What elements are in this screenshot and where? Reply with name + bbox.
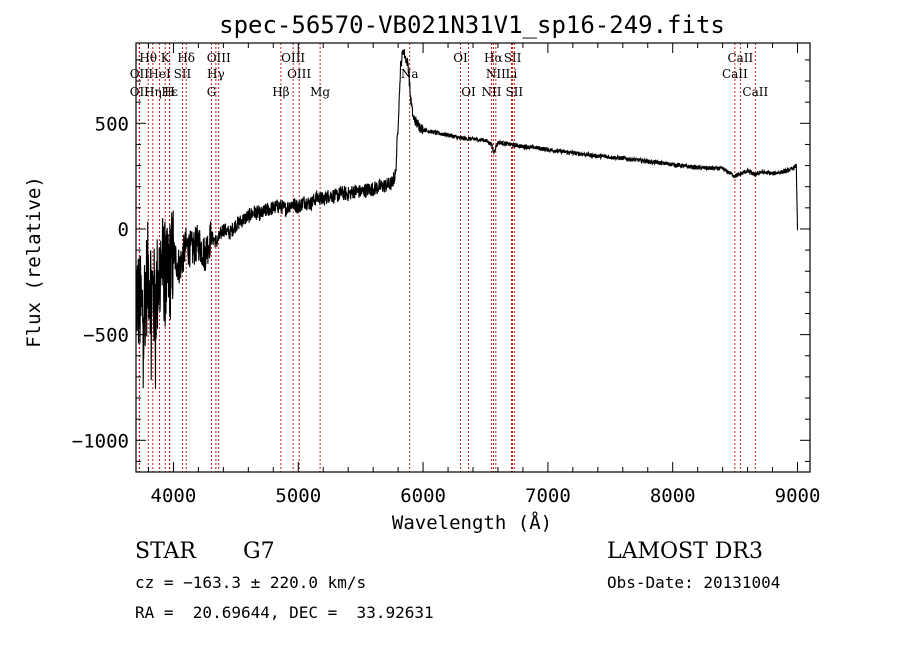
line-label-20: Hη [144,85,162,99]
line-label-21: H [164,85,174,99]
line-label-11: SII [174,67,192,81]
y-tick-label: −500 [83,325,129,347]
redshift-velocity: cz = −163.3 ± 220.0 km/s [135,573,367,592]
x-tick-label: 9000 [775,485,821,507]
line-label-13: OIII [287,67,311,81]
observation-date: Obs-Date: 20131004 [607,573,781,592]
y-tick-label: 500 [95,113,129,135]
x-tick-label: 6000 [400,485,446,507]
line-label-6: Hα [484,51,503,65]
x-tick-label: 5000 [275,485,321,507]
x-axis-label: Wavelength (Å) [392,511,552,534]
y-tick-label: 0 [118,219,129,241]
line-label-5: OI [453,51,468,65]
chart-title: spec-56570-VB021N31V1_sp16-249.fits [219,11,725,39]
x-tick-label: 4000 [151,485,197,507]
line-label-22: G [207,85,217,99]
flux-series-line [135,49,799,389]
line-label-17: CaII [722,67,748,81]
survey-name: LAMOST DR3 [607,539,763,564]
line-label-25: OI [461,85,476,99]
line-label-26: NII [481,85,501,99]
line-label-16: Li [506,67,518,81]
line-label-27: SII [505,85,523,99]
sky-coordinates: RA = 20.69644, DEC = 33.92631 [135,603,434,622]
y-tick-label: −1000 [72,430,129,452]
object-subclass: G7 [243,539,275,564]
plot-frame [135,42,811,473]
line-label-7: SII [504,51,522,65]
line-label-2: Hδ [177,51,195,65]
line-label-12: Hγ [207,67,225,81]
line-label-23: Hβ [272,85,289,99]
x-tick-label: 7000 [525,485,571,507]
x-tick-label: 8000 [650,485,696,507]
line-label-4: OIII [281,51,305,65]
line-label-10: HeI [148,67,171,81]
line-label-15: NII [486,67,506,81]
line-label-8: CaII [727,51,753,65]
line-label-0: Hθ [139,51,157,65]
line-label-9: OII [130,67,150,81]
line-label-14: Na [401,67,419,81]
axis-ticks: 4000 5000 6000 7000 8000 9000 −1000 −500 0 500 [72,43,821,507]
line-label-28: CaII [742,85,768,99]
line-label-3: OIII [207,51,231,65]
line-label-24: Mg [310,85,330,99]
object-class: STAR [135,539,196,564]
line-label-18: OII [130,85,150,99]
line-label-1: K [161,51,171,65]
y-axis-label: Flux (relative) [23,176,45,348]
